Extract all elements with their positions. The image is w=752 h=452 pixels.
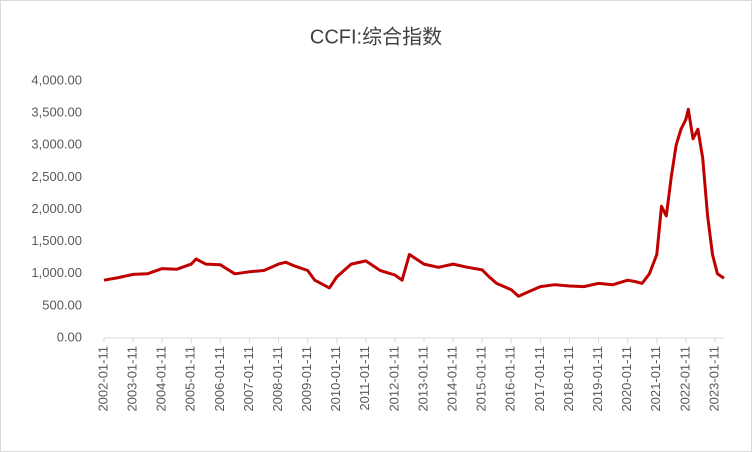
x-tick-label: 2004-01-11 <box>154 346 169 412</box>
x-tick-label: 2005-01-11 <box>183 346 198 412</box>
y-tick-label: 3,000.00 <box>31 137 82 152</box>
y-tick-label: 1,500.00 <box>31 233 82 248</box>
x-tick-label: 2023-01-11 <box>706 346 721 412</box>
x-tick-label: 2009-01-11 <box>299 346 314 412</box>
x-tick-label: 2018-01-11 <box>561 346 576 412</box>
y-tick-label: 500.00 <box>42 297 82 312</box>
x-tick-label: 2003-01-11 <box>125 346 140 412</box>
y-tick-label: 3,500.00 <box>31 105 82 120</box>
x-tick-label: 2015-01-11 <box>474 346 489 412</box>
y-tick-label: 0.00 <box>57 329 82 344</box>
x-tick-label: 2022-01-11 <box>677 346 692 412</box>
x-tick-label: 2019-01-11 <box>590 346 605 412</box>
x-tick-label: 2020-01-11 <box>619 346 634 412</box>
x-tick-label: 2010-01-11 <box>328 346 343 412</box>
x-tick-label: 2016-01-11 <box>503 346 518 412</box>
chart-title: CCFI:综合指数 <box>310 25 442 48</box>
x-tick-label: 2021-01-11 <box>648 346 663 412</box>
x-tick-label: 2002-01-11 <box>95 346 110 412</box>
x-tick-label: 2012-01-11 <box>386 346 401 412</box>
x-tick-label: 2008-01-11 <box>270 346 285 412</box>
x-tick-label: 2013-01-11 <box>415 346 430 412</box>
y-tick-label: 2,000.00 <box>31 201 82 216</box>
y-tick-label: 4,000.00 <box>31 72 82 87</box>
x-tick-label: 2011-01-11 <box>357 346 372 411</box>
x-tick-label: 2014-01-11 <box>445 346 460 412</box>
x-tick-label: 2017-01-11 <box>532 346 547 412</box>
series-line <box>103 107 725 298</box>
x-tick-label: 2007-01-11 <box>241 346 256 412</box>
y-tick-label: 1,000.00 <box>31 265 82 280</box>
y-tick-label: 2,500.00 <box>31 169 82 184</box>
x-tick-label: 2006-01-11 <box>212 346 227 412</box>
